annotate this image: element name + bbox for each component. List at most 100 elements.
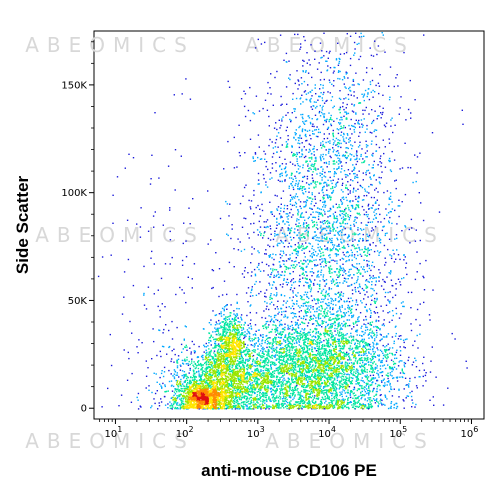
scatter-point	[246, 399, 248, 401]
scatter-point	[203, 380, 205, 382]
scatter-point	[295, 385, 298, 388]
scatter-point	[288, 408, 290, 410]
scatter-point	[205, 392, 207, 394]
scatter-point	[363, 333, 365, 336]
scatter-point	[208, 370, 210, 373]
scatter-point	[212, 383, 214, 385]
scatter-point	[231, 407, 233, 409]
scatter-point	[299, 402, 302, 405]
scatter-point	[197, 361, 199, 363]
scatter-point	[175, 374, 177, 376]
scatter-point	[371, 330, 374, 332]
scatter-point	[279, 370, 282, 372]
scatter-point	[357, 382, 359, 384]
scatter-point	[246, 381, 249, 383]
scatter-point	[236, 390, 238, 392]
scatter-point	[203, 393, 205, 395]
scatter-point	[244, 343, 246, 345]
scatter-point	[389, 366, 392, 369]
scatter-point	[335, 383, 337, 385]
scatter-point	[304, 351, 306, 354]
scatter-point	[180, 365, 182, 367]
scatter-point	[203, 370, 206, 373]
scatter-point	[379, 371, 381, 374]
scatter-point	[207, 399, 209, 402]
scatter-point	[230, 357, 232, 359]
scatter-point	[385, 345, 388, 347]
scatter-point	[360, 327, 362, 329]
scatter-point	[156, 381, 158, 383]
scatter-point	[327, 298, 329, 301]
scatter-point	[253, 365, 255, 367]
scatter-point	[271, 351, 273, 353]
scatter-point	[242, 392, 244, 394]
watermark-text: ABEOMICS	[35, 223, 205, 247]
scatter-point	[208, 332, 210, 334]
scatter-point	[316, 339, 319, 341]
scatter-point	[301, 384, 304, 386]
scatter-point	[248, 403, 250, 405]
scatter-point	[341, 383, 343, 385]
scatter-point	[171, 396, 173, 399]
scatter-point	[368, 364, 370, 366]
scatter-point	[236, 399, 239, 401]
scatter-point	[227, 354, 229, 356]
scatter-point	[244, 373, 247, 375]
scatter-point	[232, 373, 234, 375]
scatter-point	[214, 355, 216, 357]
scatter-point	[342, 312, 345, 314]
scatter-point	[308, 367, 310, 370]
scatter-point	[273, 375, 275, 377]
scatter-point	[290, 389, 293, 392]
scatter-point	[246, 350, 249, 352]
scatter-point	[188, 360, 190, 363]
scatter-point	[226, 397, 228, 399]
scatter-point	[233, 374, 235, 376]
scatter-point	[214, 373, 216, 375]
scatter-point	[206, 366, 208, 368]
scatter-point	[344, 378, 346, 381]
scatter-point	[281, 333, 283, 335]
scatter-point	[216, 404, 218, 406]
scatter-point	[370, 353, 372, 355]
scatter-point	[226, 345, 228, 347]
scatter-point	[359, 334, 361, 336]
scatter-point	[214, 397, 216, 399]
scatter-point	[239, 326, 241, 328]
scatter-point	[380, 371, 383, 374]
scatter-point	[193, 361, 195, 363]
scatter-point	[210, 335, 212, 337]
scatter-point	[221, 371, 224, 374]
scatter-point	[268, 324, 270, 326]
scatter-point	[229, 355, 231, 358]
scatter-point	[194, 406, 196, 409]
scatter-point	[221, 360, 224, 363]
scatter-point	[260, 290, 262, 293]
scatter-point	[248, 378, 250, 380]
scatter-point	[183, 339, 185, 341]
scatter-point	[239, 349, 241, 351]
scatter-point	[241, 371, 243, 373]
scatter-point	[291, 404, 293, 407]
scatter-point	[332, 370, 334, 372]
scatter-point	[344, 388, 346, 390]
scatter-point	[202, 406, 205, 408]
scatter-point	[377, 374, 380, 376]
scatter-point	[355, 401, 357, 404]
scatter-point	[274, 331, 277, 333]
scatter-point	[204, 375, 206, 377]
scatter-point	[221, 390, 223, 393]
scatter-point	[200, 397, 202, 399]
scatter-point	[302, 399, 305, 401]
scatter-point	[187, 392, 190, 394]
scatter-point	[229, 375, 232, 377]
scatter-point	[200, 394, 202, 396]
scatter-point	[369, 380, 371, 382]
scatter-point	[322, 358, 324, 361]
scatter-point	[218, 345, 220, 348]
scatter-point	[266, 382, 268, 385]
scatter-point	[233, 339, 235, 342]
scatter-point	[209, 392, 211, 395]
scatter-point	[266, 364, 268, 366]
scatter-point	[226, 389, 228, 391]
